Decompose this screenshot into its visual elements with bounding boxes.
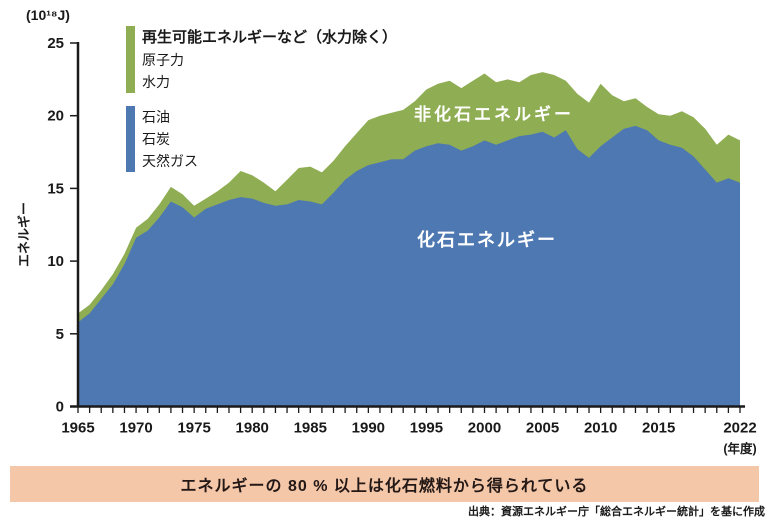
y-tick-label: 0 [56,399,64,416]
y-axis-unit-label: (10¹⁸J) [26,7,70,23]
legend-label-hydro: 水力 [142,74,170,90]
fossil-area [78,125,740,407]
non-fossil-color-swatch [126,26,135,93]
x-axis-unit-label: (年度) [723,442,757,456]
legend: 再生可能エネルギーなど（水力除く） 原子力 水力 石油 石炭 天然ガス [126,26,397,185]
x-tick-label: 1995 [410,420,443,437]
legend-group-fossil: 石油 石炭 天然ガス [126,106,397,172]
x-tick-label: 1965 [61,420,94,437]
legend-label-coal: 石炭 [142,131,170,147]
stacked-area-chart: 0 5 10 15 20 25 1965 1970 1975 1980 1985 1990 1995 20… [47,35,756,437]
fossil-legend-labels: 石油 石炭 天然ガス [142,106,198,172]
non-fossil-legend-labels: 再生可能エネルギーなど（水力除く） 原子力 水力 [142,26,397,93]
x-tick-label: 2015 [642,420,675,437]
source-credit: 出典：資源エネルギー庁「総合エネルギー統計」を基に作成 [468,506,765,518]
x-tick-label: 1975 [177,420,210,437]
legend-group-non-fossil: 再生可能エネルギーなど（水力除く） 原子力 水力 [126,26,397,93]
x-tick-label: 1985 [294,420,327,437]
x-tick-label: 1980 [236,420,269,437]
banner-text: エネルギーの 80 % 以上は化石燃料から得られている [180,478,589,495]
non-fossil-area-label: 非化石エネルギー [414,105,574,124]
y-tick-label: 25 [47,35,64,52]
y-tick-label: 5 [56,326,64,343]
legend-label-oil: 石油 [142,109,170,125]
legend-label-nuclear: 原子力 [142,52,184,68]
y-tick-label: 15 [47,180,64,197]
fossil-area-label: 化石エネルギー [417,230,557,250]
x-tick-label: 1970 [119,420,152,437]
legend-label-natural-gas: 天然ガス [142,153,198,169]
legend-label-renewables: 再生可能エネルギーなど（水力除く） [142,29,398,46]
x-tick-label: 2010 [584,420,617,437]
fossil-color-swatch [126,106,135,172]
x-tick-label: 2022 [723,420,756,437]
x-tick-label: 2005 [526,420,559,437]
x-tick-label: 2000 [468,420,501,437]
y-tick-label: 10 [47,253,64,270]
x-tick-label: 1990 [352,420,385,437]
highlight-banner: エネルギーの 80 % 以上は化石燃料から得られている [10,466,759,502]
y-tick-label: 20 [47,108,64,125]
